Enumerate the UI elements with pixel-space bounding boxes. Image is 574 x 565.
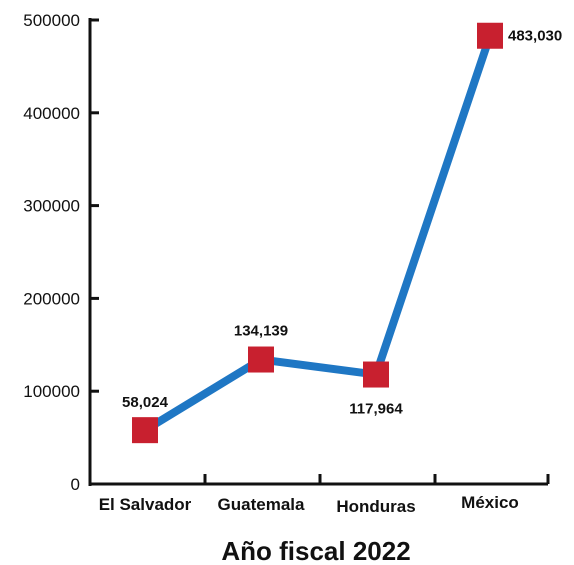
series-line — [145, 36, 490, 430]
x-category-label: México — [461, 493, 519, 512]
data-label: 117,964 — [349, 401, 403, 418]
series-layer — [132, 23, 503, 443]
y-tick-label: 100000 — [23, 382, 80, 401]
labels-layer: 0 100000 200000 300000 400000 500000 El Salvad… — [23, 11, 562, 516]
x-category-label: El Salvador — [99, 495, 192, 514]
x-category-label: Guatemala — [218, 495, 305, 514]
y-tick-label: 500000 — [23, 11, 80, 30]
y-tick-label: 200000 — [23, 289, 80, 308]
data-point-marker — [363, 362, 389, 388]
data-label: 134,139 — [234, 323, 288, 340]
x-category-label: Honduras — [336, 497, 415, 516]
data-point-marker — [248, 347, 274, 373]
y-tick-label: 0 — [71, 475, 80, 494]
data-label: 58,024 — [122, 394, 169, 411]
chart-title: Año fiscal 2022 — [221, 536, 410, 565]
data-point-marker — [477, 23, 503, 49]
y-tick-label: 400000 — [23, 104, 80, 123]
axes — [89, 18, 548, 486]
data-point-marker — [132, 417, 158, 443]
data-label: 483,030 — [508, 28, 562, 45]
y-tick-label: 300000 — [23, 197, 80, 216]
